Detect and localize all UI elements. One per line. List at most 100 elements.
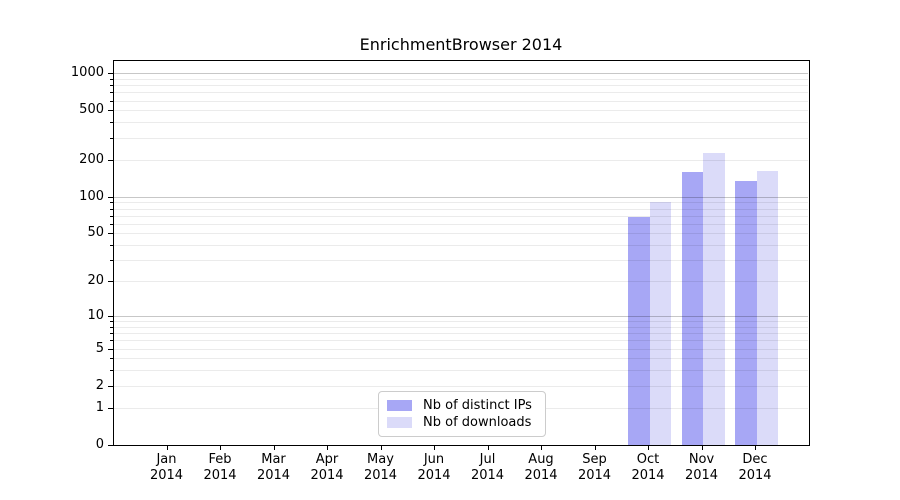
x-tick-nov bbox=[701, 445, 703, 450]
y-gridline-60 bbox=[114, 223, 808, 225]
y-gridline-100 bbox=[114, 196, 808, 198]
bar-nov-distinct-ips bbox=[681, 171, 703, 445]
x-tick-year: 2014 bbox=[256, 468, 291, 483]
x-tick-sep bbox=[594, 445, 596, 450]
y-gridline-80 bbox=[114, 208, 808, 210]
y-gridline-3 bbox=[114, 370, 808, 372]
y-tick-1000 bbox=[108, 73, 113, 75]
y-tick-1 bbox=[108, 407, 113, 409]
bar-dec-downloads bbox=[756, 170, 778, 445]
x-tick-year: 2014 bbox=[470, 468, 505, 483]
y-gridline-700 bbox=[114, 92, 808, 94]
x-tick-label-feb: Feb 2014 bbox=[188, 452, 252, 484]
x-tick-feb bbox=[220, 445, 221, 450]
y-minor-tick-600 bbox=[110, 100, 113, 102]
y-tick-label: 0 bbox=[95, 437, 104, 452]
x-tick-month: Mar bbox=[261, 452, 286, 467]
x-tick-year: 2014 bbox=[363, 468, 398, 483]
y-minor-tick-6 bbox=[110, 340, 113, 342]
x-tick-label-nov: Nov 2014 bbox=[670, 452, 734, 484]
y-tick-100 bbox=[108, 196, 113, 198]
x-tick-year: 2014 bbox=[310, 468, 344, 483]
y-tick-500 bbox=[108, 110, 113, 112]
x-tick-year: 2014 bbox=[738, 468, 772, 483]
legend-swatch-distinct-ips bbox=[387, 400, 412, 411]
y-gridline-6 bbox=[114, 340, 808, 342]
legend: Nb of distinct IPs Nb of downloads bbox=[378, 391, 546, 437]
y-minor-tick-700 bbox=[110, 92, 113, 94]
y-minor-tick-9 bbox=[110, 321, 113, 323]
legend-item-downloads: Nb of downloads bbox=[387, 414, 545, 431]
x-tick-month: Jul bbox=[479, 452, 496, 467]
x-tick-label-jul: Jul 2014 bbox=[456, 452, 520, 484]
y-minor-tick-90 bbox=[110, 202, 113, 204]
x-tick-label-may: May 2014 bbox=[349, 452, 413, 484]
x-tick-year: 2014 bbox=[417, 468, 451, 483]
x-tick-label-mar: Mar 2014 bbox=[242, 452, 306, 484]
y-gridline-7 bbox=[114, 333, 808, 335]
x-tick-label-sep: Sep 2014 bbox=[563, 452, 627, 484]
legend-swatch-downloads bbox=[387, 417, 412, 428]
y-minor-tick-400 bbox=[110, 122, 113, 124]
x-tick-jun bbox=[434, 445, 435, 450]
y-tick-label: 20 bbox=[87, 273, 104, 289]
y-tick-5 bbox=[108, 348, 113, 350]
y-tick-label: 2 bbox=[95, 377, 104, 393]
y-gridline-5 bbox=[114, 348, 808, 350]
x-tick-mar bbox=[273, 445, 275, 450]
x-tick-month: Jun bbox=[423, 452, 445, 467]
bar-dec-distinct-ips bbox=[735, 180, 757, 445]
legend-label-distinct-ips: Nb of distinct IPs bbox=[423, 398, 532, 413]
x-tick-month: Sep bbox=[582, 452, 607, 467]
x-tick-label-aug: Aug 2014 bbox=[509, 452, 573, 484]
y-gridline-20 bbox=[114, 281, 808, 283]
x-tick-month: Oct bbox=[636, 452, 660, 467]
y-minor-tick-900 bbox=[110, 78, 113, 80]
legend-label-downloads: Nb of downloads bbox=[423, 415, 532, 430]
x-tick-dec bbox=[755, 445, 756, 450]
y-gridline-200 bbox=[114, 159, 808, 161]
x-tick-year: 2014 bbox=[631, 468, 665, 483]
x-tick-oct bbox=[648, 445, 649, 450]
y-minor-tick-30 bbox=[110, 260, 113, 262]
bar-oct-distinct-ips bbox=[628, 217, 650, 445]
y-gridline-50 bbox=[114, 233, 808, 235]
y-minor-tick-3 bbox=[110, 370, 113, 372]
y-gridline-90 bbox=[114, 202, 808, 204]
x-tick-jan bbox=[166, 445, 168, 450]
x-tick-label-dec: Dec 2014 bbox=[723, 452, 787, 484]
y-tick-label: 1000 bbox=[70, 65, 104, 81]
x-tick-year: 2014 bbox=[577, 468, 612, 483]
y-tick-2 bbox=[108, 385, 113, 387]
x-tick-month: Aug bbox=[528, 452, 554, 467]
x-tick-label-jun: Jun 2014 bbox=[402, 452, 466, 484]
y-tick-200 bbox=[108, 159, 113, 161]
y-minor-tick-60 bbox=[110, 223, 113, 225]
legend-item-distinct-ips: Nb of distinct IPs bbox=[387, 397, 545, 414]
y-minor-tick-7 bbox=[110, 333, 113, 335]
x-tick-label-apr: Apr 2014 bbox=[295, 452, 359, 484]
x-tick-month: Dec bbox=[742, 452, 768, 467]
y-minor-tick-4 bbox=[110, 358, 113, 360]
y-gridline-500 bbox=[114, 110, 808, 112]
x-tick-month: Jan bbox=[156, 452, 177, 467]
y-gridline-10 bbox=[114, 315, 808, 317]
y-tick-50 bbox=[108, 233, 113, 235]
y-gridline-600 bbox=[114, 100, 808, 102]
y-tick-label: 500 bbox=[79, 102, 104, 118]
x-tick-month: Apr bbox=[315, 452, 339, 467]
y-minor-tick-40 bbox=[110, 245, 113, 247]
bar-nov-downloads bbox=[703, 152, 725, 445]
x-tick-jul bbox=[487, 445, 489, 450]
x-tick-month: Feb bbox=[208, 452, 232, 467]
y-gridline-9 bbox=[114, 321, 808, 323]
x-tick-may bbox=[380, 445, 382, 450]
x-tick-aug bbox=[541, 445, 542, 450]
y-gridline-30 bbox=[114, 260, 808, 262]
y-tick-label: 50 bbox=[87, 225, 104, 241]
y-gridline-900 bbox=[114, 78, 808, 80]
y-tick-0 bbox=[108, 445, 113, 446]
y-gridline-4 bbox=[114, 358, 808, 360]
y-tick-label: 100 bbox=[79, 188, 104, 204]
